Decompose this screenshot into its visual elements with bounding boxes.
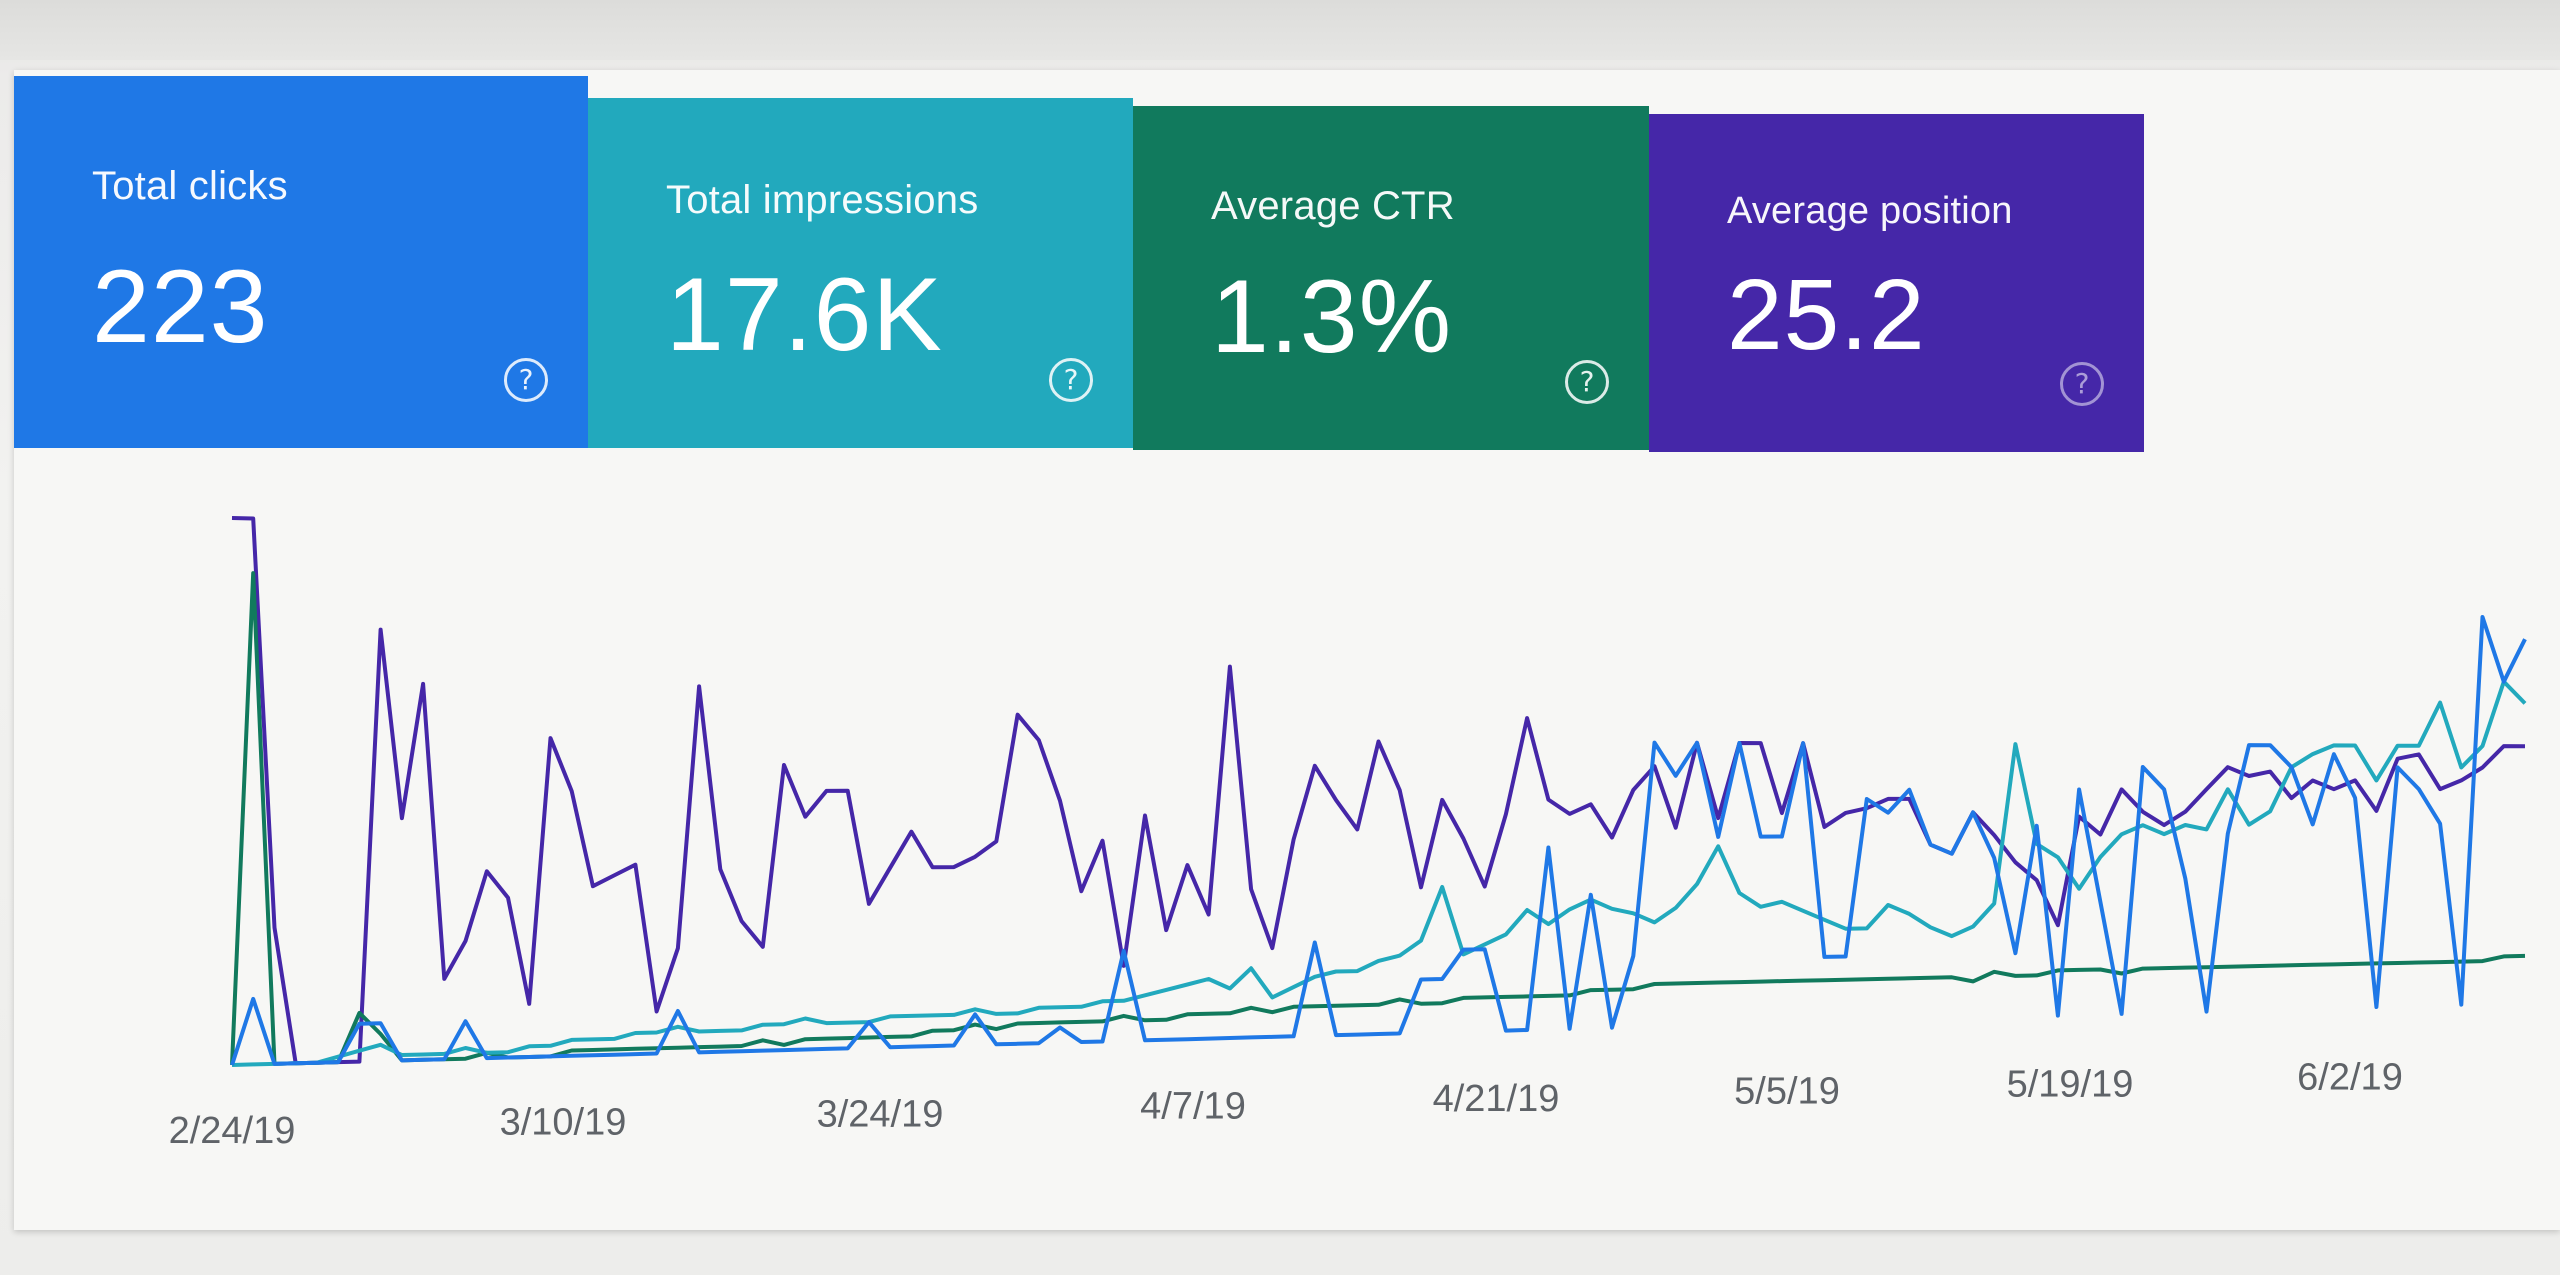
x-tick-label: 6/2/19 (2297, 1056, 2403, 1098)
total-impressions-value: 17.6K (666, 257, 943, 373)
x-tick-label: 5/19/19 (2007, 1064, 2134, 1106)
total-clicks-label: Total clicks (92, 164, 288, 208)
help-icon[interactable]: ? (1049, 358, 1093, 402)
x-axis-ticks: 2/24/19 3/10/19 3/24/19 4/7/19 4/21/19 5/5/19… (169, 1056, 2403, 1152)
x-tick-label: 4/21/19 (1433, 1078, 1560, 1120)
top-bar (0, 0, 2560, 60)
series-line-total-impressions (231, 679, 2527, 1067)
series-line-average-ctr (230, 571, 2526, 1066)
average-ctr-card[interactable]: Average CTR 1.3% ? (1133, 106, 1649, 450)
help-icon[interactable]: ? (1565, 360, 1609, 404)
average-ctr-value: 1.3% (1211, 259, 1453, 375)
series-line-total-clicks (230, 615, 2527, 1066)
total-impressions-label: Total impressions (666, 178, 979, 222)
x-tick-label: 4/7/19 (1140, 1086, 1246, 1128)
series-line-average-position (231, 516, 2526, 1066)
x-tick-label: 5/5/19 (1734, 1071, 1840, 1113)
average-position-card[interactable]: Average position 25.2 ? (1649, 114, 2144, 452)
x-tick-label: 3/10/19 (500, 1102, 627, 1144)
total-impressions-card[interactable]: Total impressions 17.6K ? (588, 98, 1133, 448)
x-tick-label: 2/24/19 (169, 1110, 296, 1152)
average-position-label: Average position (1727, 190, 2013, 232)
x-tick-label: 3/24/19 (817, 1094, 944, 1136)
chart-series (230, 516, 2527, 1067)
average-ctr-label: Average CTR (1211, 184, 1455, 228)
total-clicks-card[interactable]: Total clicks 223 ? (14, 76, 588, 448)
total-clicks-value: 223 (92, 249, 269, 365)
metric-cards: Total clicks 223 ? Total impressions 17.… (14, 76, 2144, 452)
help-icon[interactable]: ? (504, 358, 548, 402)
average-position-value: 25.2 (1727, 259, 1926, 371)
help-icon[interactable]: ? (2060, 362, 2104, 406)
